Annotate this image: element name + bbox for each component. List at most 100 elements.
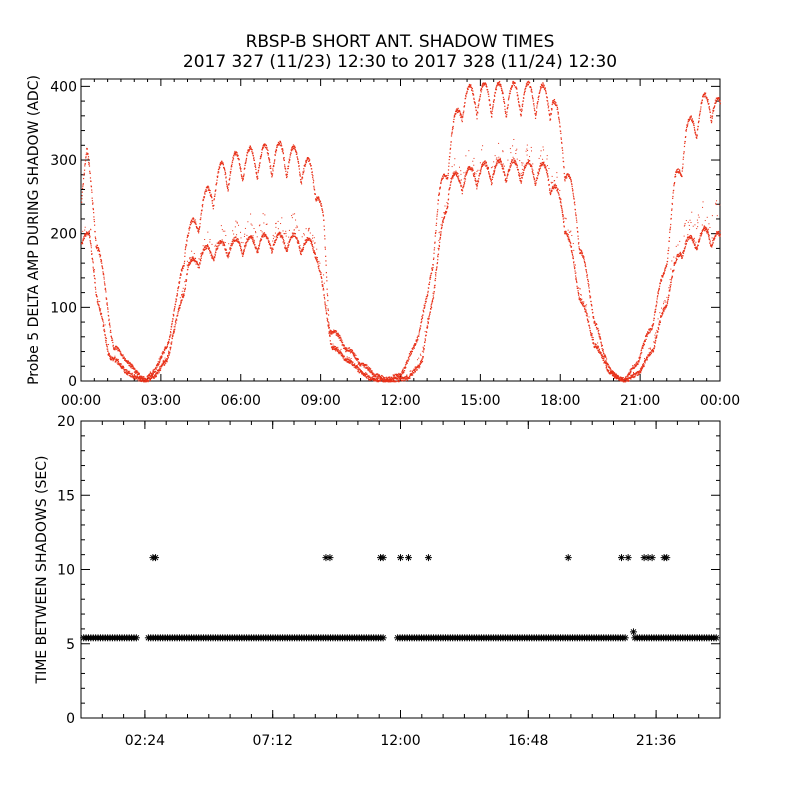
data-point (123, 366, 125, 368)
data-point (365, 363, 367, 366)
data-point (420, 354, 422, 356)
data-point (86, 148, 88, 150)
data-point (203, 249, 205, 251)
data-point (375, 380, 378, 382)
data-point (543, 162, 545, 165)
data-point (587, 321, 589, 323)
data-point (476, 118, 478, 120)
data-point (326, 276, 328, 278)
data-point (102, 268, 104, 270)
data-point (485, 162, 487, 164)
data-point (499, 85, 501, 87)
data-point (465, 96, 467, 98)
data-point (227, 254, 229, 256)
data-point (262, 146, 264, 148)
data-point (132, 376, 134, 378)
data-point (101, 315, 103, 318)
data-point (467, 167, 469, 169)
data-point (131, 373, 133, 375)
data-point (271, 176, 273, 178)
data-point (156, 366, 158, 368)
data-point (419, 328, 421, 330)
data-point (239, 166, 241, 168)
data-point (114, 349, 116, 351)
data-point (111, 339, 114, 341)
data-point (402, 379, 404, 382)
data-point (491, 116, 493, 118)
data-point (502, 168, 504, 170)
data-point (178, 281, 180, 283)
data-point (255, 168, 257, 171)
data-point (549, 118, 552, 121)
data-point (149, 379, 151, 382)
data-point (92, 261, 94, 263)
data-point (315, 198, 317, 200)
data-point (479, 173, 481, 175)
data-point (288, 162, 290, 164)
data-point (352, 352, 354, 355)
data-point (206, 186, 209, 188)
data-point (582, 304, 584, 306)
data-point (529, 82, 531, 84)
data-point (346, 348, 348, 350)
data-point (549, 119, 551, 121)
data-point (94, 286, 96, 288)
data-point (157, 361, 159, 363)
data-point (324, 303, 326, 305)
data-point (443, 217, 445, 219)
data-point (230, 170, 232, 173)
data-point (137, 373, 139, 376)
data-point (313, 189, 316, 191)
data-point (493, 165, 495, 167)
data-point (517, 97, 519, 99)
data-point (333, 332, 335, 334)
data-point (416, 338, 419, 340)
data-point (84, 163, 86, 165)
data-point (398, 375, 400, 378)
data-point (569, 244, 571, 246)
data-point (163, 351, 165, 354)
data-point (476, 184, 478, 186)
data-point (416, 336, 418, 339)
data-point (194, 259, 196, 261)
data-point (162, 350, 164, 353)
data-point (87, 153, 89, 155)
data-point (325, 307, 327, 309)
data-point (128, 362, 130, 364)
data-point (85, 156, 87, 158)
data-point (370, 372, 372, 374)
data-point (128, 374, 130, 377)
data-point (263, 232, 266, 234)
data-point (466, 169, 468, 172)
data-point (577, 287, 579, 289)
data-point (562, 211, 564, 213)
data-point (521, 164, 523, 166)
data-point (288, 240, 291, 242)
data-point (444, 212, 446, 214)
data-point (456, 108, 458, 110)
data-point (604, 359, 606, 361)
data-point (115, 348, 117, 350)
data-point (506, 111, 508, 113)
data-point (253, 241, 255, 243)
data-point (305, 241, 308, 243)
data-point (186, 236, 188, 239)
data-point (217, 247, 219, 249)
data-point (539, 90, 541, 92)
data-point (482, 82, 485, 84)
data-point (314, 252, 316, 254)
data-point (94, 282, 96, 284)
data-point (438, 194, 440, 196)
data-point (481, 85, 483, 87)
data-point (346, 356, 348, 358)
data-point (231, 243, 233, 245)
data-point (577, 235, 579, 237)
data-point (462, 186, 465, 188)
data-point (234, 150, 236, 153)
data-point (383, 379, 385, 381)
data-point (181, 290, 183, 292)
data-point (435, 224, 437, 226)
data-point (599, 336, 601, 338)
data-point (106, 303, 108, 305)
data-point (598, 346, 600, 348)
